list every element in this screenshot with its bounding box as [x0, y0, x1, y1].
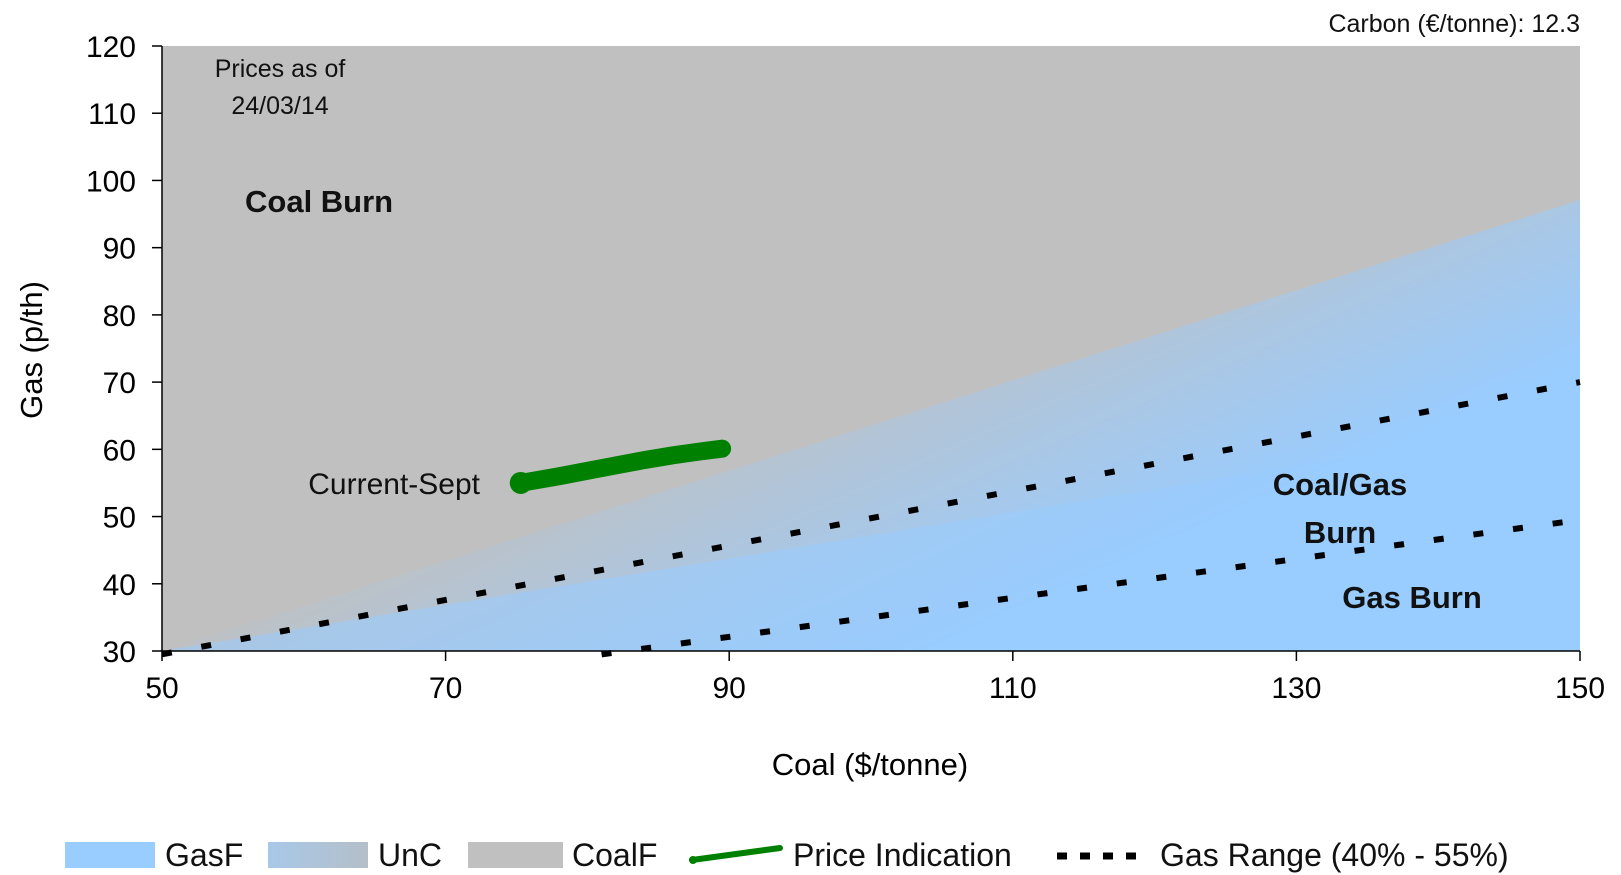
y-tick-label: 30: [103, 636, 136, 669]
carbon-note: Carbon (€/tonne): 12.3: [1328, 10, 1580, 38]
y-tick-label: 100: [86, 165, 136, 198]
price-indication-series: [509, 439, 732, 494]
x-tick-label: 50: [145, 672, 178, 705]
legend-label-gasf: GasF: [165, 837, 243, 873]
legend-swatch-price-dot: [689, 856, 697, 864]
y-tick-label: 60: [103, 434, 136, 467]
price-indication-point: [509, 471, 532, 494]
legend: GasF UnC CoalF Price Indication Gas Rang…: [65, 837, 1509, 873]
prices-note-line1: Prices as of: [215, 55, 346, 83]
prices-note-line2: 24/03/14: [231, 92, 328, 120]
price-indication-point: [638, 454, 651, 467]
price-indication-point: [666, 449, 679, 462]
price-indication-label: Current-Sept: [308, 468, 480, 501]
price-indication-point: [553, 470, 566, 483]
coal-burn-label: Coal Burn: [245, 184, 393, 219]
y-tick-label: 50: [103, 502, 136, 535]
x-tick-label: 110: [989, 672, 1037, 705]
legend-label-coalf: CoalF: [572, 837, 657, 873]
y-axis-title: Gas (p/th): [14, 281, 49, 419]
gas-burn-region: [162, 420, 1580, 651]
y-tick-label: 90: [103, 233, 136, 266]
price-indication-point: [694, 445, 707, 458]
gas-burn-label: Gas Burn: [1342, 580, 1482, 615]
x-tick-label: 130: [1271, 672, 1321, 705]
legend-swatch-coalf: [468, 842, 563, 868]
x-axis-title: Coal ($/tonne): [772, 747, 968, 782]
price-indication-point: [609, 459, 622, 472]
y-tick-label: 70: [103, 367, 136, 400]
price-indication-point: [716, 442, 729, 455]
legend-label-price-indication: Price Indication: [793, 837, 1012, 873]
legend-label-unc: UnC: [378, 837, 442, 873]
gas-range-lower-line: [601, 516, 1581, 658]
x-tick-label: 90: [713, 672, 746, 705]
y-tick-label: 40: [103, 569, 136, 602]
y-tick-label: 80: [103, 300, 136, 333]
legend-swatch-price-indication: [689, 845, 783, 863]
x-tick-label: 150: [1555, 672, 1605, 705]
legend-swatch-gasf: [65, 842, 155, 868]
coal-gas-burn-label-line1: Coal/Gas: [1273, 467, 1407, 502]
price-indication-point: [581, 464, 594, 477]
coal-gas-burn-label-line2: Burn: [1304, 515, 1376, 550]
y-tick-label: 120: [86, 31, 136, 64]
y-tick-label: 110: [88, 98, 136, 131]
legend-label-gas-range: Gas Range (40% - 55%): [1160, 837, 1509, 873]
legend-swatch-unc: [268, 842, 368, 868]
x-tick-label: 70: [429, 672, 462, 705]
gas-range-upper-line: [161, 379, 1581, 658]
